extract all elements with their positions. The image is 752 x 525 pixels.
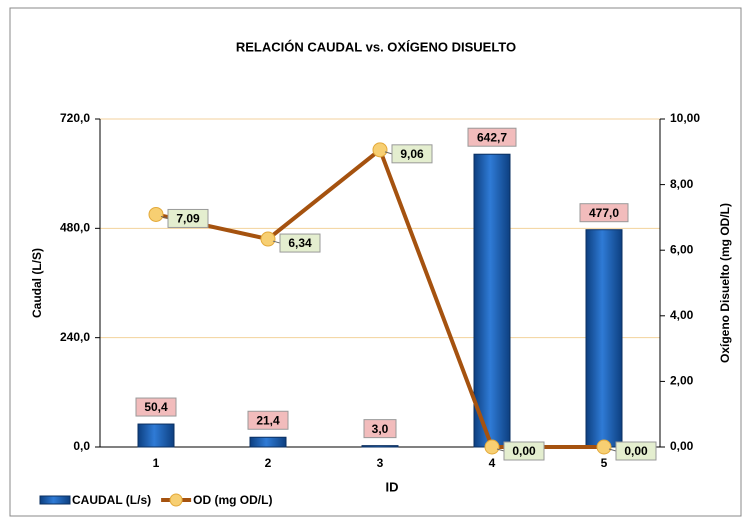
- bar: [249, 436, 287, 448]
- y-tick-label: 0,0: [73, 439, 90, 453]
- label-leader: [608, 448, 617, 452]
- bar: [137, 423, 175, 448]
- bar-value-label: 477,0: [589, 206, 619, 220]
- x-tick-label: 2: [265, 456, 272, 470]
- line-value-label: 0,00: [624, 444, 648, 458]
- line-value-label-box: [279, 233, 321, 253]
- bar-value-label: 21,4: [256, 413, 280, 427]
- bar-value-label-box: [135, 397, 177, 417]
- y2-axis-title: Oxígeno Disuelto (mg OD/L): [718, 203, 732, 363]
- bar-value-label: 50,4: [144, 400, 168, 414]
- line-marker: [372, 142, 388, 158]
- y2-tick-label: 6,00: [670, 242, 694, 256]
- line-value-label: 7,09: [176, 212, 200, 226]
- bar: [473, 153, 511, 448]
- line-marker: [260, 231, 276, 247]
- y2-tick-label: 10,00: [670, 111, 700, 125]
- legend-marker: [169, 493, 183, 507]
- x-tick-label: 1: [153, 456, 160, 470]
- y2-tick-label: 2,00: [670, 374, 694, 388]
- label-leader: [272, 240, 281, 244]
- line-value-label: 9,06: [400, 147, 424, 161]
- bar-value-label-box: [467, 127, 517, 147]
- line-value-label-box: [615, 441, 657, 461]
- x-tick-label: 4: [489, 456, 496, 470]
- line-value-label: 6,34: [288, 236, 312, 250]
- line-value-label-box: [503, 441, 545, 461]
- chart-title: RELACIÓN CAUDAL vs. OXÍGENO DISUELTO: [236, 39, 516, 54]
- line-value-label: 0,00: [512, 444, 536, 458]
- bar-value-label-box: [363, 419, 397, 439]
- label-leader: [384, 151, 393, 155]
- bar-value-label: 642,7: [477, 130, 507, 144]
- x-tick-label: 5: [601, 456, 608, 470]
- x-axis-title: ID: [386, 479, 399, 494]
- legend-label: OD (mg OD/L): [193, 493, 272, 507]
- line-value-label-box: [391, 144, 433, 164]
- line-marker: [484, 439, 500, 455]
- y-tick-label: 720,0: [60, 111, 90, 125]
- x-tick-label: 3: [377, 456, 384, 470]
- bar-value-label-box: [247, 410, 289, 430]
- y-tick-label: 240,0: [60, 330, 90, 344]
- bar: [585, 229, 623, 448]
- label-leader: [160, 215, 169, 219]
- y2-tick-label: 0,00: [670, 439, 694, 453]
- bar-value-label: 3,0: [372, 422, 389, 436]
- bar-value-label-box: [579, 203, 629, 223]
- y2-tick-label: 4,00: [670, 308, 694, 322]
- label-leader: [496, 448, 505, 452]
- y-axis-title: Caudal (L/S): [30, 248, 44, 318]
- y2-tick-label: 8,00: [670, 177, 694, 191]
- line-marker: [148, 206, 164, 222]
- line-marker: [596, 439, 612, 455]
- legend-label: CAUDAL (L/s): [72, 493, 151, 507]
- legend-swatch: [39, 495, 71, 505]
- y-tick-label: 480,0: [60, 221, 90, 235]
- bar: [361, 445, 399, 448]
- chart-border: [9, 7, 742, 517]
- line-value-label-box: [167, 208, 209, 228]
